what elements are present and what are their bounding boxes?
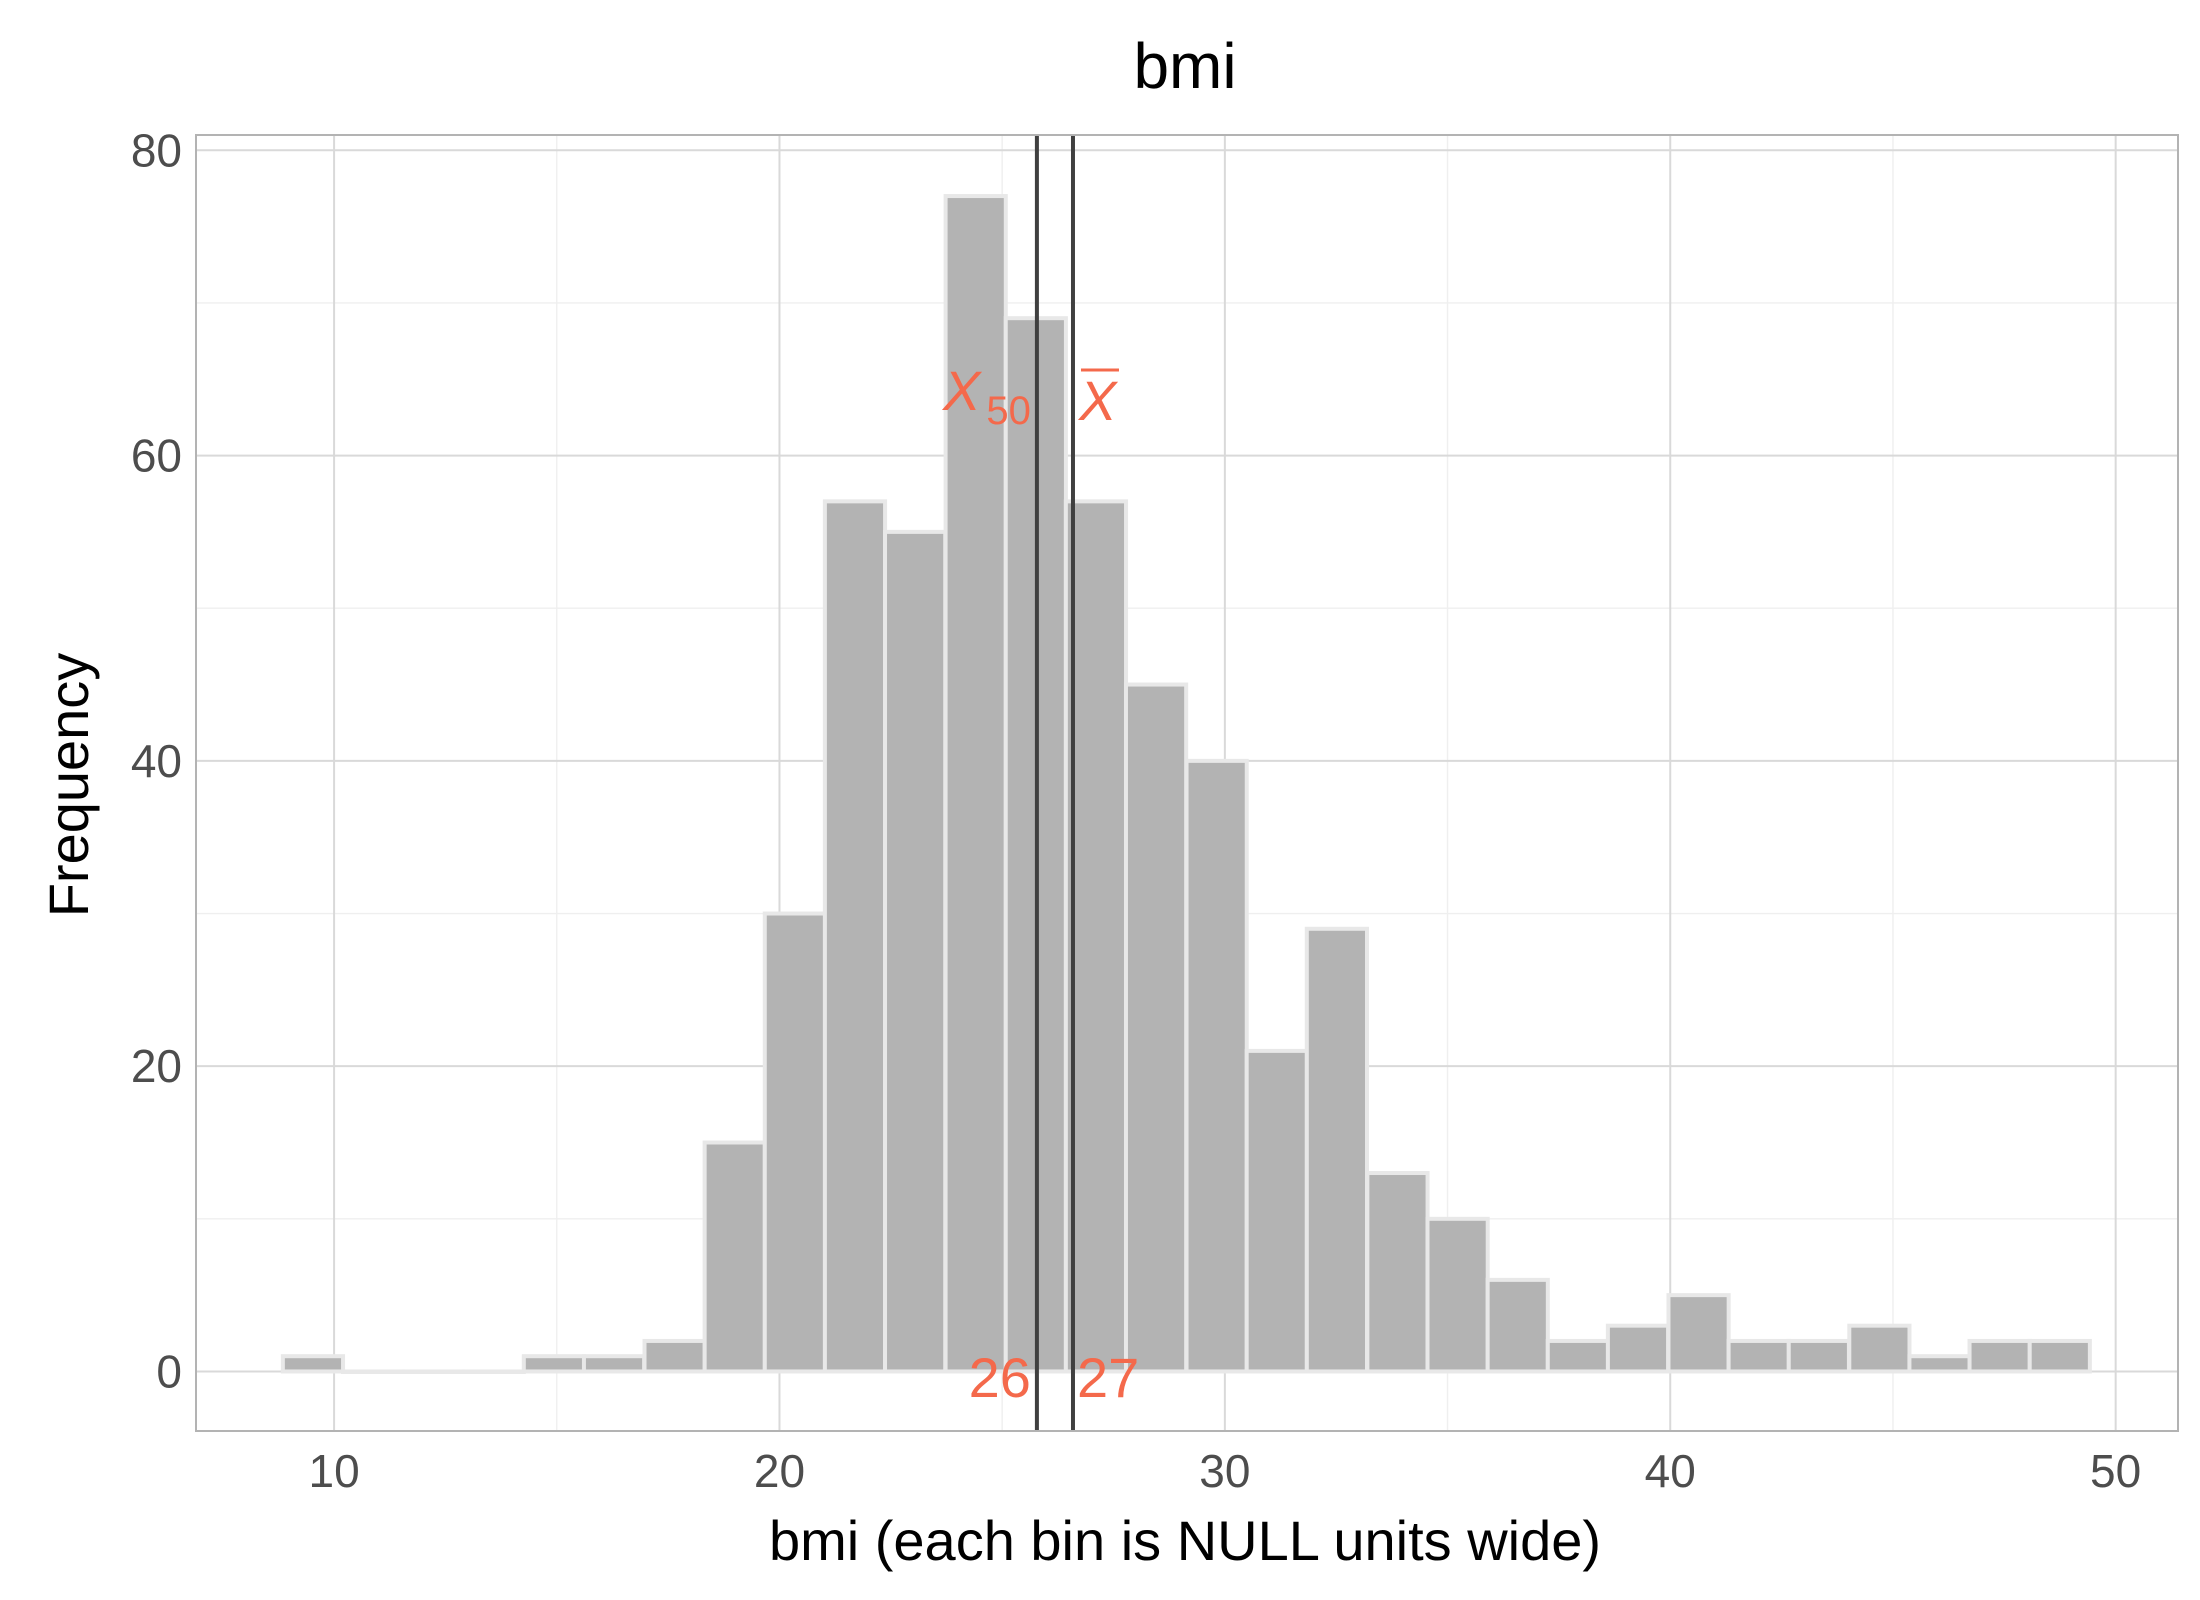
histogram-bar [1907, 1354, 1972, 1374]
histogram-bar [521, 1354, 586, 1374]
x-tick-label: 30 [1199, 1445, 1250, 1497]
x-tick-label: 50 [2090, 1445, 2141, 1497]
x-tick-label: 10 [308, 1445, 359, 1497]
y-axis-ticks: 0 20 40 60 80 [131, 124, 182, 1397]
histogram-bar [1786, 1338, 1851, 1374]
histogram-bar [1365, 1171, 1430, 1374]
histogram-bar [1967, 1338, 2032, 1374]
histogram-bar [340, 1369, 406, 1374]
bars [280, 194, 2092, 1374]
histogram-bar [1847, 1323, 1912, 1374]
histogram-bar [883, 529, 948, 1374]
histogram-bar [581, 1354, 647, 1374]
histogram-bar [1184, 758, 1249, 1374]
panel-border [195, 134, 2179, 1432]
histogram-bar [1666, 1293, 1731, 1374]
y-tick-label: 20 [131, 1040, 182, 1092]
annotations: X 50 X 26 27 [941, 359, 1139, 1409]
y-tick-label: 60 [131, 430, 182, 482]
histogram-bar [2027, 1338, 2092, 1374]
x-axis-title: bmi (each bin is NULL units wide) [769, 1509, 1601, 1572]
x-tick-label: 20 [754, 1445, 805, 1497]
mean-label: X [1077, 369, 1119, 432]
histogram-bar [461, 1369, 526, 1374]
histogram-bar [702, 1140, 767, 1374]
histogram-bar [1726, 1338, 1791, 1374]
x-axis-ticks: 10 20 30 40 50 [308, 1445, 2141, 1497]
mean-value-label: 27 [1077, 1346, 1139, 1409]
histogram-bar [1485, 1277, 1550, 1374]
histogram-bar [762, 911, 827, 1374]
histogram-bar [1304, 926, 1370, 1374]
median-label: X 50 [941, 359, 1031, 433]
y-tick-label: 40 [131, 735, 182, 787]
histogram-bar [1123, 682, 1189, 1374]
reference-lines [1034, 135, 1075, 1431]
histogram-bar [822, 499, 888, 1374]
histogram-bar [1545, 1338, 1610, 1374]
chart-title: bmi [1133, 30, 1236, 102]
histogram-bar [642, 1338, 707, 1374]
histogram-bar [1244, 1048, 1309, 1374]
median-value-label: 26 [969, 1346, 1031, 1409]
y-axis-title: Frequency [37, 653, 100, 918]
y-tick-label: 0 [156, 1345, 182, 1397]
histogram-bar [280, 1354, 346, 1374]
histogram-bar [401, 1369, 466, 1374]
histogram-bar [1425, 1216, 1490, 1374]
histogram-bar [1605, 1323, 1671, 1374]
x-tick-label: 40 [1645, 1445, 1696, 1497]
y-tick-label: 80 [131, 124, 182, 176]
